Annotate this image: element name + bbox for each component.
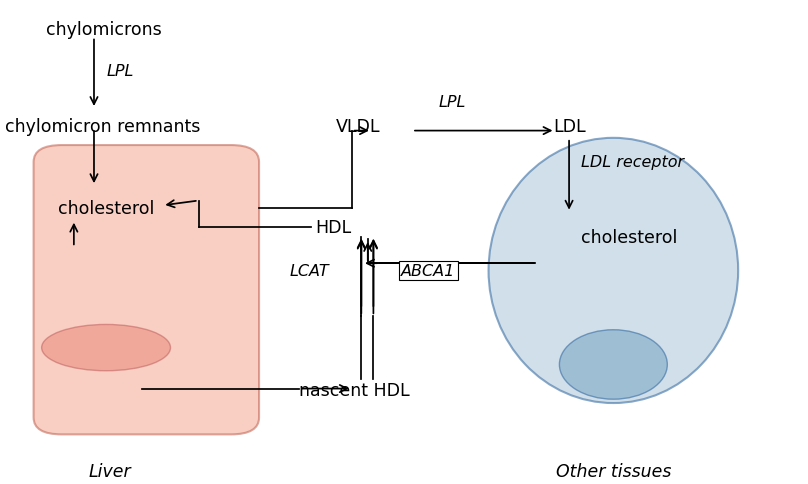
FancyBboxPatch shape xyxy=(34,146,259,435)
Text: Liver: Liver xyxy=(89,462,132,480)
Text: LCAT: LCAT xyxy=(289,263,330,278)
Text: HDL: HDL xyxy=(315,219,351,237)
Text: chylomicrons: chylomicrons xyxy=(46,21,162,39)
Ellipse shape xyxy=(42,325,170,371)
Text: LPL: LPL xyxy=(106,64,133,78)
Text: LDL: LDL xyxy=(553,118,586,136)
Text: LDL receptor: LDL receptor xyxy=(581,155,684,170)
Text: cholesterol: cholesterol xyxy=(581,228,678,246)
Text: Other tissues: Other tissues xyxy=(556,462,671,480)
Ellipse shape xyxy=(559,330,667,399)
Ellipse shape xyxy=(489,138,739,403)
Text: cholesterol: cholesterol xyxy=(58,199,154,217)
Text: nascent HDL: nascent HDL xyxy=(299,381,410,399)
Text: VLDL: VLDL xyxy=(335,118,380,136)
Text: ABCA1: ABCA1 xyxy=(401,263,455,278)
Text: LPL: LPL xyxy=(439,95,466,110)
Text: chylomicron remnants: chylomicron remnants xyxy=(6,118,201,136)
